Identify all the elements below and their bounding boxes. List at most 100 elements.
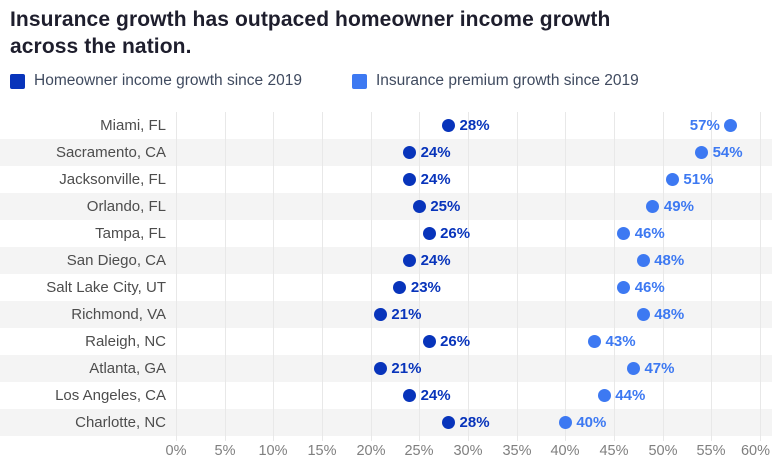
chart-title: Insurance growth has outpaced homeowner … [10, 6, 610, 60]
chart-row: Miami, FL 28% 57% [0, 112, 772, 139]
premium-dot [617, 227, 631, 240]
premium-dot [724, 119, 738, 132]
row-stripe [0, 166, 772, 193]
x-axis-tick-label: 0% [165, 443, 187, 459]
income-value-label: 24% [420, 252, 451, 269]
x-axis-tick-label: 20% [356, 443, 386, 459]
x-axis-tick-label: 30% [453, 443, 483, 459]
income-dot [442, 416, 456, 429]
premium-dot [626, 362, 640, 375]
category-label: Salt Lake City, UT [46, 279, 166, 296]
income-value-label: 21% [391, 306, 422, 323]
gridline [760, 112, 761, 441]
chart-row: Tampa, FL 26% 46% [0, 220, 772, 247]
premium-dot [597, 389, 611, 402]
category-label: Los Angeles, CA [55, 387, 166, 404]
premium-value-label: 46% [634, 225, 665, 242]
legend-item-premium: Insurance premium growth since 2019 [351, 72, 639, 90]
chart-row: Atlanta, GA 21% 47% [0, 355, 772, 382]
income-value-label: 26% [440, 225, 471, 242]
x-axis-tick-label: 35% [502, 443, 532, 459]
premium-legend-swatch-icon [351, 73, 367, 89]
gridline [711, 112, 712, 441]
chart-row: Orlando, FL 25% 49% [0, 193, 772, 220]
gridline [322, 112, 323, 441]
legend-item-income: Homeowner income growth since 2019 [10, 72, 302, 90]
category-label: Miami, FL [100, 117, 166, 134]
chart-plot-area: Miami, FL 28% 57% Sacramento, CA 24% 54% Jacks… [0, 112, 772, 441]
legend-label-income: Homeowner income growth since 2019 [34, 72, 302, 89]
income-value-label: 23% [410, 279, 441, 296]
income-dot [373, 308, 387, 321]
row-stripe [0, 409, 772, 436]
income-dot [403, 146, 417, 159]
gridline [468, 112, 469, 441]
premium-dot [636, 254, 650, 267]
chart-row: Charlotte, NC 28% 40% [0, 409, 772, 436]
premium-dot [636, 308, 650, 321]
gridline [176, 112, 177, 441]
row-stripe [0, 139, 772, 166]
x-axis-tick-label: 40% [550, 443, 580, 459]
category-label: San Diego, CA [66, 252, 166, 269]
premium-value-label: 48% [654, 306, 685, 323]
x-axis-tick-label: 45% [599, 443, 629, 459]
income-dot [422, 227, 436, 240]
chart-row: Los Angeles, CA 24% 44% [0, 382, 772, 409]
category-label: Orlando, FL [86, 198, 166, 215]
category-label: Jacksonville, FL [59, 171, 166, 188]
category-label: Sacramento, CA [55, 144, 166, 161]
legend-label-premium: Insurance premium growth since 2019 [375, 72, 639, 89]
income-dot [403, 173, 417, 186]
gridline [225, 112, 226, 441]
premium-dot [665, 173, 679, 186]
row-stripe [0, 274, 772, 301]
x-axis-tick-label: 15% [307, 443, 337, 459]
income-dot [403, 389, 417, 402]
income-value-label: 28% [459, 117, 490, 134]
premium-dot [588, 335, 602, 348]
chart-row: Jacksonville, FL 24% 51% [0, 166, 772, 193]
income-dot [403, 254, 417, 267]
chart-row: Richmond, VA 21% 48% [0, 301, 772, 328]
premium-dot [617, 281, 631, 294]
premium-dot [646, 200, 660, 213]
x-axis-tick-label: 50% [648, 443, 678, 459]
x-axis-tick-label: 25% [404, 443, 434, 459]
income-dot [373, 362, 387, 375]
row-stripe [0, 112, 772, 139]
gridline [517, 112, 518, 441]
category-label: Charlotte, NC [75, 414, 166, 431]
premium-value-label: 46% [634, 279, 665, 296]
income-value-label: 24% [420, 171, 451, 188]
row-stripe [0, 328, 772, 355]
income-dot [412, 200, 426, 213]
income-legend-swatch-icon [10, 73, 25, 89]
premium-dot [558, 416, 572, 429]
category-label: Atlanta, GA [89, 360, 166, 377]
income-value-label: 24% [420, 144, 451, 161]
gridline [565, 112, 566, 441]
row-stripe [0, 193, 772, 220]
gridline [273, 112, 274, 441]
gridline [614, 112, 615, 441]
income-value-label: 28% [459, 414, 490, 431]
premium-value-label: 48% [654, 252, 685, 269]
premium-value-label: 47% [644, 360, 675, 377]
chart-row: Salt Lake City, UT 23% 46% [0, 274, 772, 301]
row-stripe [0, 220, 772, 247]
chart-row: Sacramento, CA 24% 54% [0, 139, 772, 166]
premium-value-label: 54% [712, 144, 743, 161]
premium-dot [695, 146, 709, 159]
chart-title-line2: across the nation. [10, 35, 192, 58]
income-value-label: 26% [440, 333, 471, 350]
income-dot [442, 119, 456, 132]
row-stripe [0, 382, 772, 409]
x-axis-tick-label: 60% [740, 443, 770, 459]
x-axis-tick-label: 5% [214, 443, 236, 459]
income-value-label: 25% [430, 198, 461, 215]
premium-value-label: 49% [663, 198, 694, 215]
x-axis-tick-label: 10% [258, 443, 288, 459]
income-dot [422, 335, 436, 348]
premium-value-label: 40% [576, 414, 607, 431]
